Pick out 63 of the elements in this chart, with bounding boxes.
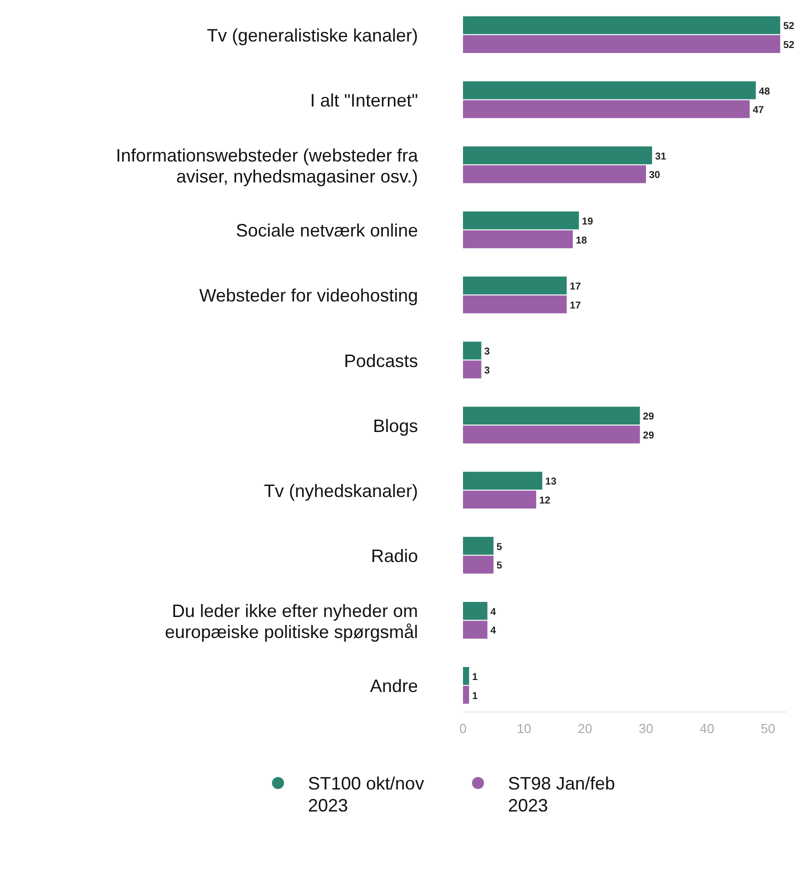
x-tick-label: 30 [638, 721, 654, 736]
data-label: 5 [496, 542, 502, 553]
legend-label: ST100 okt/nov 2023 [308, 773, 424, 816]
x-tick-label: 50 [760, 721, 776, 736]
y-tick-label: Blogs [372, 416, 418, 436]
data-label: 18 [576, 235, 588, 246]
bar [463, 342, 482, 360]
data-label: 19 [582, 216, 594, 228]
data-label: 52 [783, 21, 795, 32]
data-label: 4 [490, 626, 496, 637]
bar [463, 295, 567, 314]
x-tick-label: 0 [459, 721, 467, 736]
bar [463, 35, 780, 53]
y-tick-label: Websteder for videohosting [199, 286, 418, 306]
bar [463, 620, 488, 639]
data-label: 4 [490, 606, 496, 618]
data-label: 52 [783, 40, 795, 52]
bar [463, 16, 780, 34]
bar [463, 165, 646, 184]
data-label: 1 [472, 672, 478, 683]
bar [463, 211, 579, 230]
data-label: 3 [484, 365, 490, 376]
bar [463, 406, 640, 425]
data-label: 17 [570, 281, 582, 292]
y-tick-label: Tv (nyhedskanaler) [264, 480, 418, 501]
y-tick-label: Andre [370, 676, 418, 696]
bar [463, 536, 494, 555]
y-tick-label: Radio [370, 546, 418, 566]
data-label: 47 [752, 105, 764, 116]
data-label: 12 [539, 496, 551, 507]
bar [463, 146, 652, 164]
bar [463, 276, 567, 294]
bar [463, 360, 482, 378]
data-label: 31 [655, 151, 667, 162]
legend-label: ST98 Jan/feb 2023 [508, 773, 616, 816]
data-label: 5 [496, 560, 502, 572]
data-label: 17 [570, 300, 582, 312]
bar [463, 490, 536, 509]
bar [463, 100, 750, 118]
bar [463, 686, 470, 704]
bar [463, 667, 470, 685]
bar [463, 81, 756, 100]
data-label: 29 [642, 412, 654, 423]
x-tick-label: 40 [700, 721, 714, 736]
y-tick-label: I alt "Internet" [310, 90, 418, 110]
y-tick-label: Du leder ikke efter nyheder om europæiske politiske spørgsmål [164, 601, 418, 642]
x-tick-label: 20 [578, 721, 592, 736]
y-tick-label: Sociale netværk online [236, 220, 418, 241]
bar [463, 472, 542, 490]
data-label: 3 [484, 346, 490, 358]
bar [463, 426, 640, 444]
bar [463, 602, 488, 620]
data-label: 1 [472, 690, 478, 702]
y-tick-label: Podcasts [344, 350, 418, 371]
data-label: 13 [545, 476, 557, 488]
data-label: 48 [758, 86, 770, 98]
data-label: 30 [649, 170, 661, 182]
data-label: 29 [642, 430, 654, 442]
x-tick-label: 10 [516, 721, 532, 736]
bar [463, 556, 494, 574]
y-tick-label: Informationswebsteder (websteder fra aviser, nyhedsmagasiner osv.) [116, 146, 419, 187]
bar [463, 230, 573, 248]
y-tick-label: Tv (generalistiske kanaler) [206, 25, 418, 46]
